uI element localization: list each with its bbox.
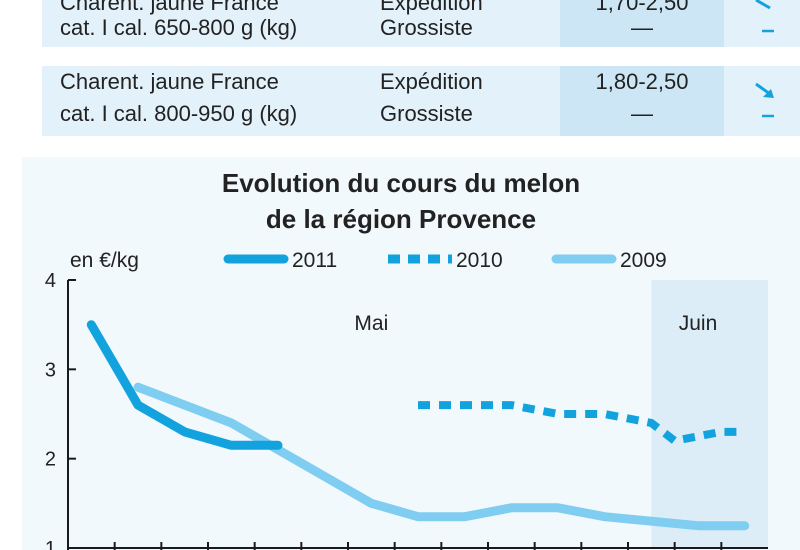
market-stage: Expédition: [380, 69, 483, 94]
series-line-2010: [418, 401, 745, 445]
chart-title-line1: Evolution du cours du melon: [222, 168, 580, 198]
price-range: —: [631, 101, 653, 126]
product-name: Charent. jaune France: [60, 69, 279, 94]
period-shading: [651, 280, 768, 548]
product-category: cat. I cal. 650-800 g (kg): [60, 15, 298, 40]
arrow-down-right-icon: [755, 0, 771, 10]
legend-label-2009: 2009: [620, 249, 667, 272]
price-range: 1,70-2,50: [595, 0, 689, 15]
period-label: Juin: [679, 312, 718, 335]
arrow-down-right-icon: [755, 82, 774, 98]
y-tick-label: 2: [45, 449, 56, 471]
trend-icons: [755, 0, 774, 118]
y-axis-label: en €/kg: [70, 249, 139, 272]
table-row: [42, 0, 800, 47]
y-tick-label: 1: [45, 538, 56, 550]
product-name: Charent. jaune France: [60, 0, 279, 15]
price-range: —: [631, 15, 653, 40]
period-label: Mai: [354, 312, 388, 335]
market-stage: Grossiste: [380, 101, 473, 126]
market-stage: Expédition: [380, 0, 483, 15]
y-tick-label: 3: [45, 359, 56, 381]
product-category: cat. I cal. 800-950 g (kg): [60, 101, 298, 126]
legend-label-2010: 2010: [456, 249, 503, 272]
series-line-2009: [133, 382, 750, 531]
series-line-2011: [86, 320, 283, 450]
market-stage: Grossiste: [380, 15, 473, 40]
legend-label-2011: 2011: [292, 249, 337, 272]
y-tick-label: 4: [45, 270, 56, 292]
chart-title-line2: de la région Provence: [266, 204, 536, 234]
table-row: [42, 66, 800, 136]
price-range: 1,80-2,50: [595, 69, 689, 94]
